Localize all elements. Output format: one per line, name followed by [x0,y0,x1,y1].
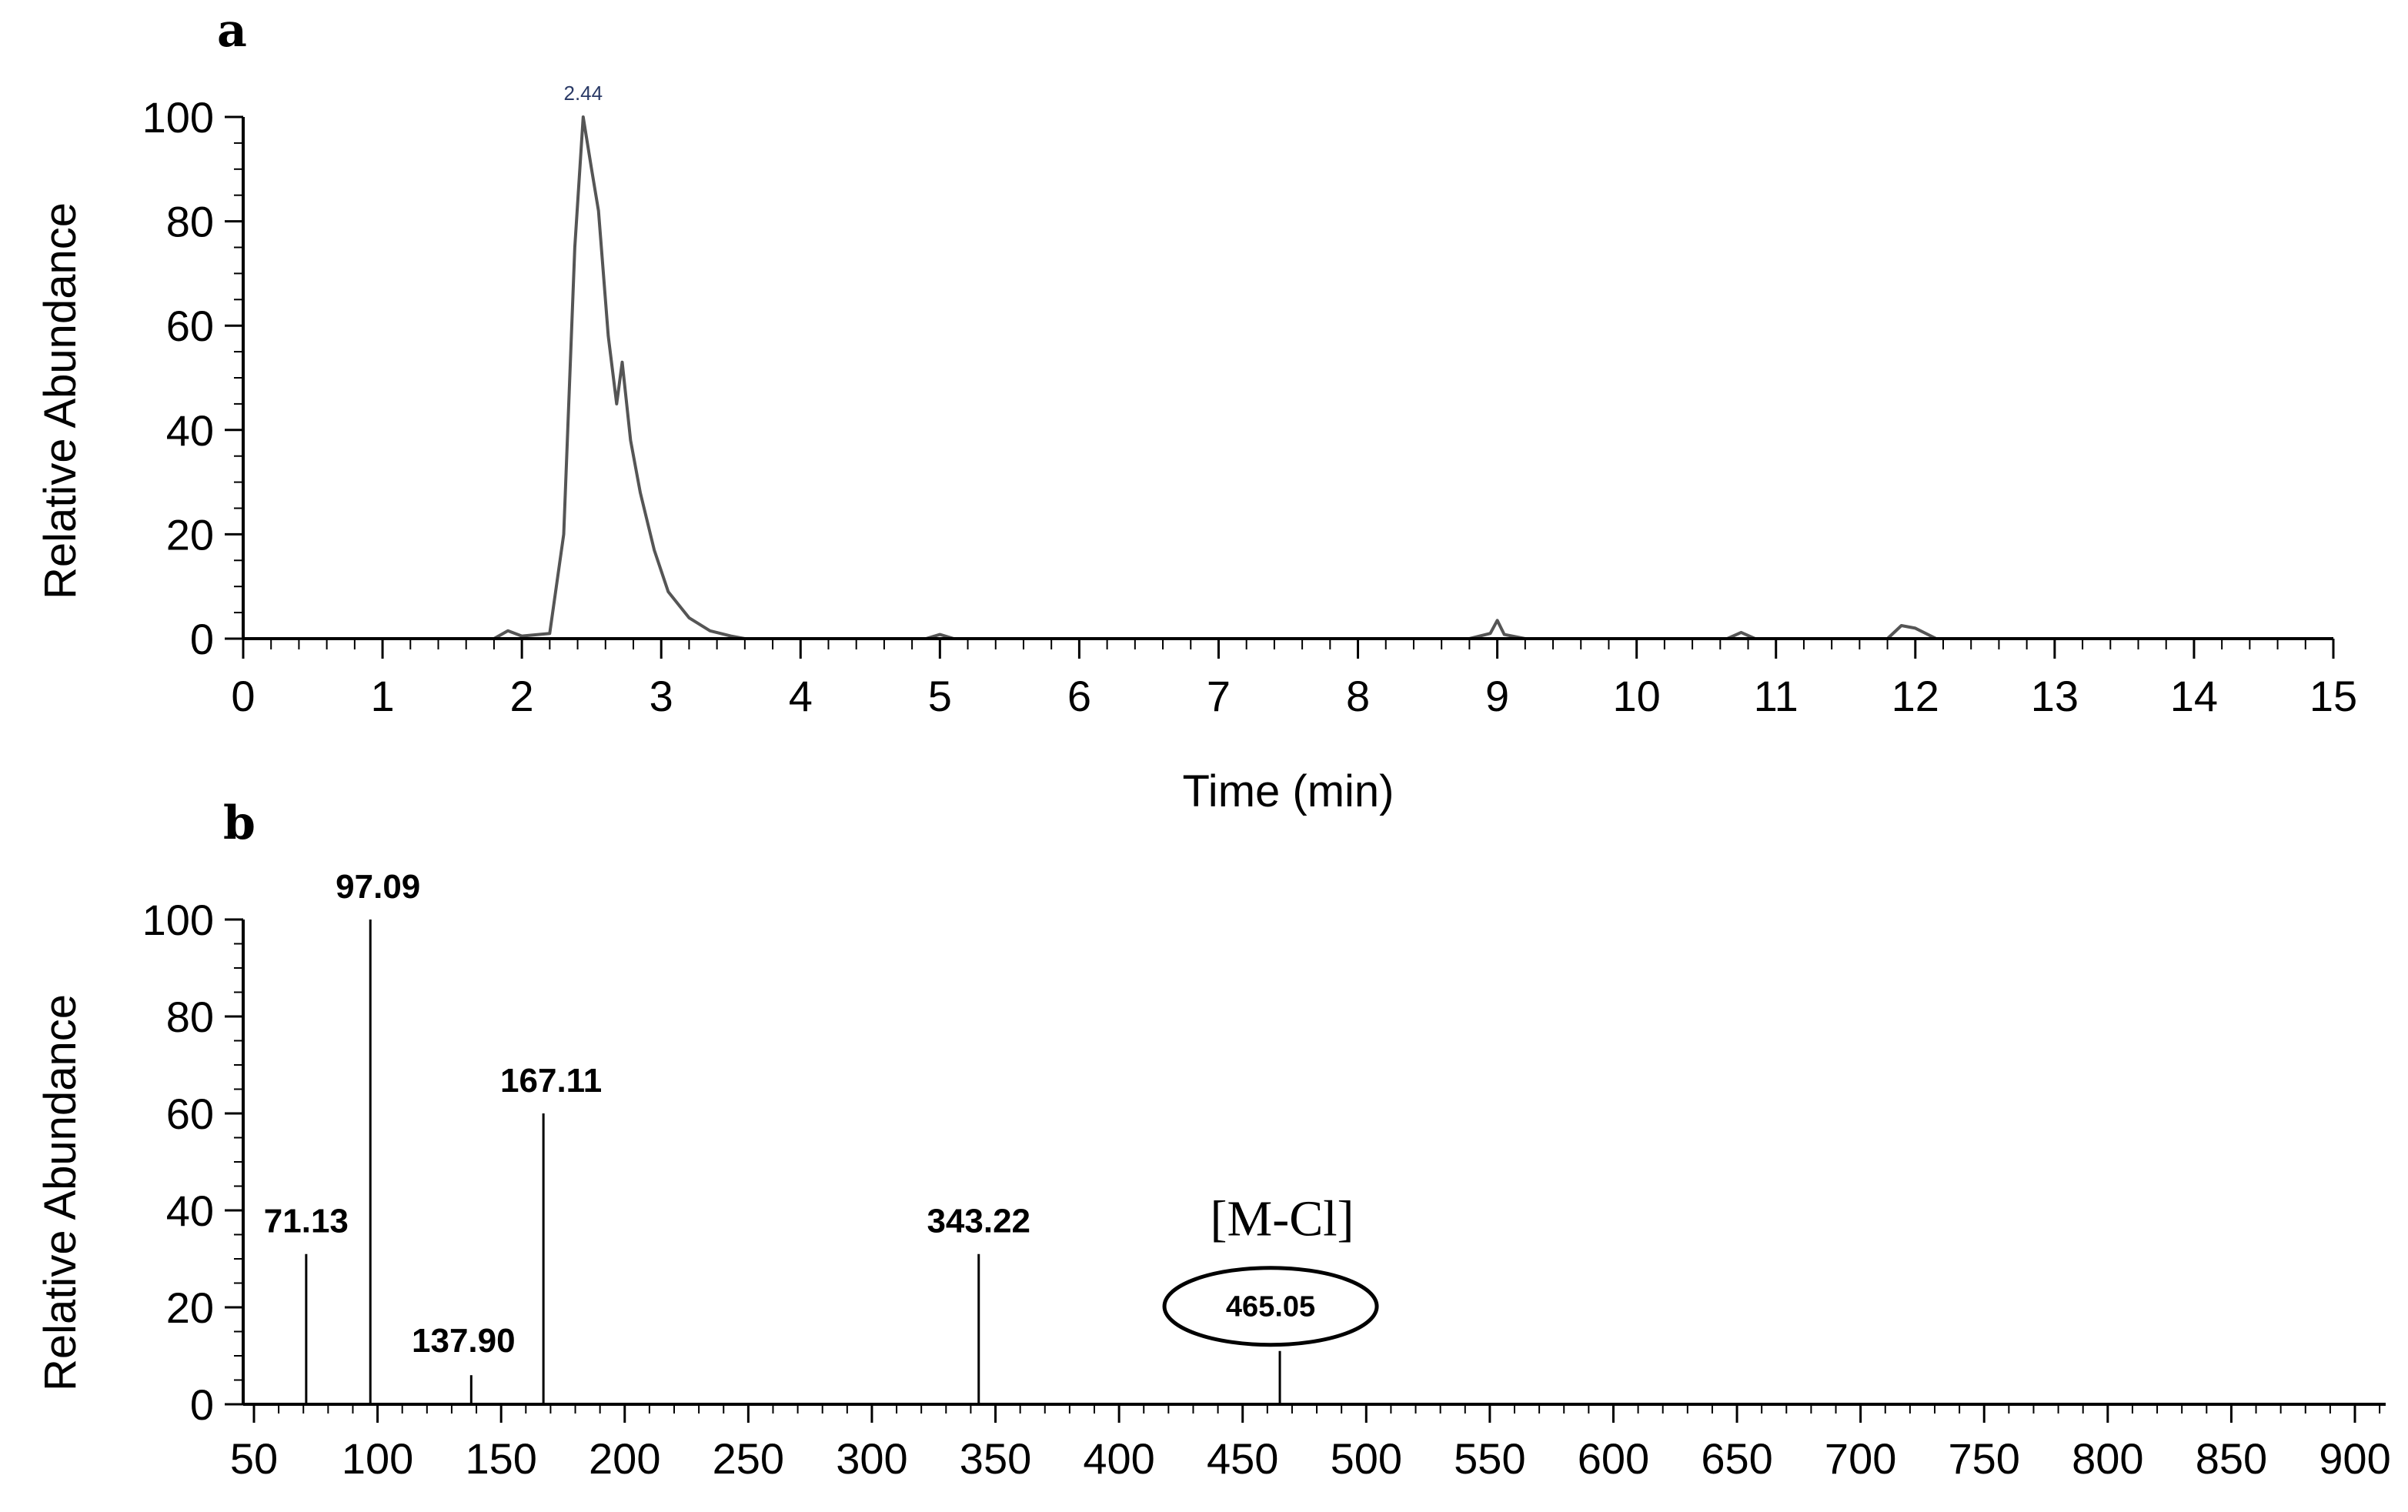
y-tick-label: 60 [166,302,214,350]
x-tick-label: 800 [2072,1434,2143,1483]
x-tick-label: 300 [836,1434,907,1483]
x-tick-label: 14 [2170,672,2218,720]
y-tick-label: 100 [142,93,214,142]
x-tick-label: 3 [650,672,673,720]
x-tick-label: 15 [2309,672,2357,720]
panel-b-y-axis-title: Relative Abundance [35,994,85,1391]
mass-spectrum-panel: 50 100 150 200 250 300 350 400 450 500 550 600 650 70… [35,868,2391,1483]
x-tick-label: 550 [1454,1434,1525,1483]
y-tick-label: 20 [166,1283,214,1332]
y-tick-label: 40 [166,1187,214,1235]
chromatogram-trace [243,115,2333,640]
x-tick-label: 4 [789,672,813,720]
panel-a-x-axis-title: Time (min) [1183,766,1394,816]
y-tick-label: 60 [166,1090,214,1138]
x-tick-label: 500 [1331,1434,1402,1483]
x-tick-label: 450 [1207,1434,1278,1483]
panel-a-y-axis-title: Relative Abundance [35,202,85,599]
panel-a-ticks [225,115,2335,659]
x-tick-label: 600 [1578,1434,1649,1483]
x-tick-label: 850 [2196,1434,2267,1483]
x-tick-label: 650 [1701,1434,1772,1483]
peak-label-2-44: 2.44 [563,82,603,105]
x-tick-label: 700 [1825,1434,1896,1483]
x-tick-label: 100 [342,1434,413,1483]
m-cl-annotation: [M-Cl] [1211,1191,1354,1247]
y-tick-label: 80 [166,993,214,1041]
panel-a-letter: a [217,4,247,58]
peak-label-343-22: 343.22 [927,1203,1030,1240]
highlight-ellipse [1162,1266,1379,1347]
x-tick-label: 6 [1067,672,1091,720]
x-tick-label: 50 [230,1434,278,1483]
x-tick-label: 10 [1613,672,1661,720]
x-tick-label: 900 [2319,1434,2390,1483]
peak-label-71-13: 71.13 [264,1203,349,1240]
y-tick-label: 40 [166,406,214,455]
x-tick-label: 1 [370,672,394,720]
y-tick-label: 20 [166,510,214,559]
x-tick-label: 7 [1207,672,1231,720]
panel-b-peak-labels: 71.13 97.09 137.90 167.11 343.22 465.05 [264,868,1315,1360]
x-tick-label: 350 [960,1434,1031,1483]
panel-b-tick-labels: 50 100 150 200 250 300 350 400 450 500 550 600 650 70… [142,896,2391,1483]
x-tick-label: 5 [928,672,952,720]
x-tick-label: 200 [589,1434,660,1483]
peak-label-97-09: 97.09 [336,868,420,906]
panel-b-ticks [225,918,2381,1423]
x-tick-label: 750 [1949,1434,2020,1483]
x-tick-label: 2 [510,672,534,720]
x-tick-label: 400 [1083,1434,1154,1483]
x-tick-label: 9 [1485,672,1509,720]
y-tick-label: 80 [166,198,214,246]
y-tick-label: 100 [142,896,214,944]
peak-label-465-05: 465.05 [1226,1291,1315,1323]
x-tick-label: 11 [1754,672,1798,720]
panel-b-letter: b [223,796,255,850]
y-tick-label: 0 [190,615,214,663]
peak-label-167-11: 167.11 [500,1062,602,1100]
x-tick-label: 8 [1346,672,1370,720]
y-tick-label: 0 [190,1380,214,1429]
x-tick-label: 12 [1892,672,1939,720]
x-tick-label: 150 [465,1434,536,1483]
panel-b-peaks [305,920,1281,1404]
x-tick-label: 13 [2031,672,2079,720]
x-tick-label: 0 [231,672,255,720]
peak-label-137-90: 137.90 [412,1322,516,1360]
x-tick-label: 250 [713,1434,784,1483]
